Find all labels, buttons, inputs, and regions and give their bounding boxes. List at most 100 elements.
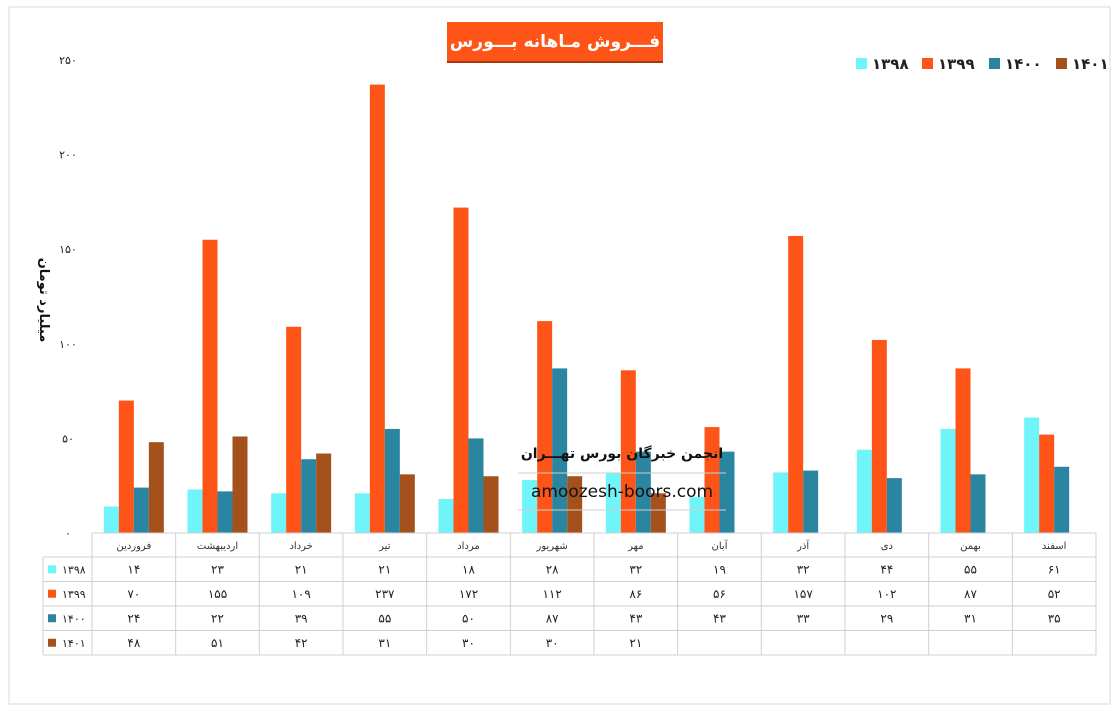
x-category-label: اسفند — [1042, 541, 1066, 552]
x-category-label: فروردین — [116, 541, 151, 552]
bar — [133, 487, 149, 533]
bar — [650, 493, 666, 533]
data-label: ۸۶ — [629, 587, 642, 601]
data-label: ۴۸ — [127, 636, 140, 650]
bar — [856, 449, 872, 533]
table-legend-key — [48, 614, 56, 623]
bar — [1054, 466, 1070, 533]
data-label: ۱۷۲ — [459, 587, 478, 601]
legend-label: ۱۳۹۸ — [872, 55, 909, 73]
bar — [453, 207, 469, 534]
bar — [468, 438, 484, 533]
bar — [773, 472, 789, 533]
bar — [1039, 434, 1055, 533]
data-label: ۲۲ — [211, 611, 224, 625]
bar — [522, 480, 538, 533]
data-label: ۱۹ — [713, 562, 726, 576]
y-tick-label: ۱۰۰ — [59, 338, 77, 351]
bar — [232, 436, 248, 533]
y-tick-label: ۰ — [65, 527, 71, 540]
bar — [103, 506, 119, 533]
bar — [384, 428, 400, 533]
bar — [955, 368, 971, 533]
bar — [217, 491, 233, 533]
data-label: ۵۵ — [378, 611, 391, 625]
watermark-title: انجمن خبرگان بورس تهـــران — [521, 445, 723, 462]
data-label: ۱۵۵ — [208, 587, 227, 601]
table-row-label: ۱۳۹۸ — [62, 563, 86, 576]
bar — [202, 239, 218, 534]
bar — [620, 370, 636, 533]
chart-title: فـــروش مـاهانه بـــورس — [450, 32, 660, 52]
data-label: ۳۱ — [964, 611, 977, 625]
data-label: ۲۴ — [127, 611, 140, 625]
data-label: ۲۹ — [880, 611, 893, 625]
y-tick-label: ۲۰۰ — [59, 149, 77, 162]
bar — [567, 476, 583, 533]
data-label: ۸۷ — [964, 587, 977, 601]
x-category-label: بهمن — [960, 541, 981, 552]
bar — [369, 84, 385, 533]
data-label: ۲۳۷ — [375, 587, 395, 601]
data-label: ۱۸ — [462, 562, 475, 576]
bar — [399, 474, 415, 533]
data-label: ۳۱ — [378, 636, 391, 650]
data-label: ۳۹ — [295, 611, 308, 625]
bar — [301, 459, 317, 533]
data-label: ۳۵ — [1048, 611, 1061, 625]
data-label: ۲۱ — [378, 562, 391, 576]
data-label: ۲۸ — [546, 562, 559, 576]
bar — [537, 321, 553, 533]
bar — [788, 235, 804, 533]
y-tick-label: ۵۰ — [62, 432, 74, 445]
bar — [970, 474, 986, 533]
data-label: ۱۱۲ — [542, 587, 561, 601]
data-label: ۳۰ — [462, 636, 475, 650]
y-tick-label: ۱۵۰ — [59, 243, 77, 256]
title-box — [447, 22, 663, 62]
data-label: ۱۰۲ — [877, 587, 896, 601]
bar — [271, 493, 287, 533]
data-label: ۲۱ — [295, 562, 308, 576]
bar — [871, 340, 887, 533]
table-row-label: ۱۴۰۱ — [62, 637, 86, 650]
data-label: ۱۴ — [127, 562, 140, 576]
bar — [118, 400, 134, 533]
x-category-label: آبان — [712, 539, 729, 552]
bar — [635, 451, 651, 533]
legend-label: ۱۳۹۹ — [938, 55, 975, 73]
x-category-label: مرداد — [457, 541, 480, 552]
x-category-label: تیر — [378, 541, 391, 552]
data-label: ۴۳ — [629, 611, 642, 625]
bar — [1024, 417, 1040, 533]
table-legend-key — [48, 565, 56, 574]
x-category-label: دی — [881, 541, 893, 552]
data-label: ۴۳ — [713, 611, 726, 625]
legend-swatch — [989, 58, 1000, 69]
data-label: ۵۲ — [1048, 587, 1061, 601]
data-label: ۳۲ — [797, 562, 810, 576]
x-category-label: مهر — [627, 541, 643, 552]
y-tick-label: ۲۵۰ — [59, 54, 77, 67]
bar — [689, 497, 705, 533]
bar — [483, 476, 499, 533]
table-legend-key — [48, 638, 56, 647]
legend-swatch — [922, 58, 933, 69]
bar — [354, 493, 370, 533]
data-label: ۴۲ — [295, 636, 308, 650]
data-label: ۵۰ — [462, 611, 475, 625]
legend-swatch — [1056, 58, 1067, 69]
data-label: ۳۲ — [629, 562, 642, 576]
legend-swatch — [856, 58, 867, 69]
x-category-label: خرداد — [289, 541, 312, 552]
data-label: ۳۳ — [797, 611, 810, 625]
data-label: ۵۱ — [211, 636, 224, 650]
table-row-label: ۱۴۰۰ — [62, 612, 86, 625]
data-label: ۵۶ — [713, 587, 726, 601]
data-label: ۲۱ — [629, 636, 642, 650]
bar — [940, 428, 956, 533]
data-label: ۲۳ — [211, 562, 224, 576]
bar — [605, 472, 621, 533]
x-category-label: شهریور — [536, 541, 568, 552]
